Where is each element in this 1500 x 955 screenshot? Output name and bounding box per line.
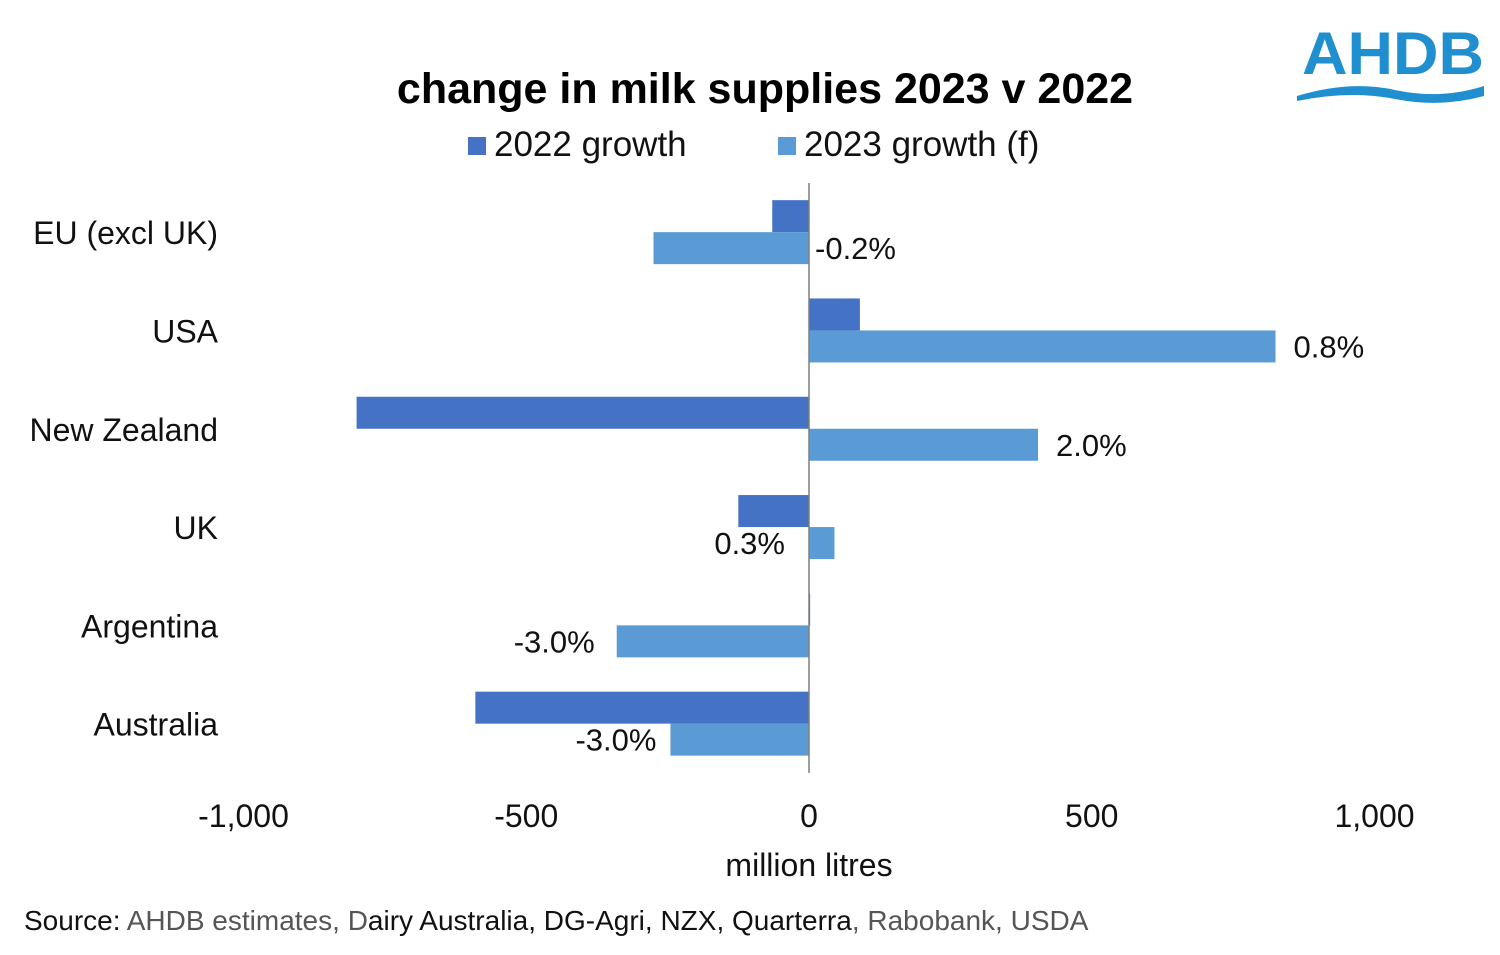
category-label: Argentina bbox=[81, 608, 218, 644]
category-labels: EU (excl UK) USA New Zealand UK Argentina Aus… bbox=[29, 215, 218, 743]
x-tick-label: -500 bbox=[494, 798, 558, 834]
chart-title: change in milk supplies 2023 v 2022 bbox=[397, 65, 1133, 113]
category-label: USA bbox=[152, 313, 218, 349]
bar-2022-growth bbox=[809, 298, 860, 331]
ahdb-logo: AHDB bbox=[1297, 20, 1484, 103]
category-label: EU (excl UK) bbox=[33, 215, 218, 251]
logo-text: AHDB bbox=[1302, 20, 1484, 87]
data-label-2023: -0.2% bbox=[815, 231, 896, 266]
bar-2023-growth bbox=[653, 232, 809, 265]
source-part: airy Australia, DG-Agri, NZX, Quarterra bbox=[368, 905, 852, 936]
category-label: Australia bbox=[94, 707, 219, 743]
source-part: AHDB estimates, bbox=[127, 905, 348, 936]
legend: 2022 growth 2023 growth (f) bbox=[468, 125, 1039, 164]
bar-2022-growth bbox=[738, 495, 809, 528]
x-tick-label: 1,000 bbox=[1334, 798, 1414, 834]
bars-layer bbox=[356, 200, 1276, 756]
source-part: , Rabobank, USDA bbox=[852, 905, 1089, 936]
data-label-2023: -3.0% bbox=[514, 624, 595, 659]
bar-2022-growth bbox=[475, 691, 809, 724]
x-axis-title: million litres bbox=[725, 847, 892, 883]
category-label: UK bbox=[174, 510, 218, 546]
source-part: Source: bbox=[24, 905, 127, 936]
bar-2023-growth bbox=[809, 527, 835, 560]
bar-2022-growth bbox=[356, 396, 809, 429]
x-tick-label: 0 bbox=[800, 798, 818, 834]
x-tick-label: 500 bbox=[1065, 798, 1118, 834]
legend-swatch-2023 bbox=[778, 137, 796, 155]
source-note: Source: AHDB estimates, Dairy Australia,… bbox=[24, 905, 1089, 936]
bar-2023-growth bbox=[670, 723, 809, 756]
bar-2022-growth bbox=[772, 200, 809, 233]
legend-swatch-2022 bbox=[468, 137, 486, 155]
bar-2023-growth bbox=[809, 330, 1276, 363]
bar-2023-growth bbox=[809, 428, 1039, 461]
data-labels: -0.2% 0.8% 2.0% 0.3% -3.0% -3.0% bbox=[514, 231, 1364, 758]
source-part: D bbox=[348, 905, 368, 936]
x-tick-label: -1,000 bbox=[198, 798, 289, 834]
bar-2023-growth bbox=[616, 625, 809, 658]
data-label-2023: 0.3% bbox=[714, 526, 785, 561]
data-label-2023: 2.0% bbox=[1056, 428, 1127, 463]
category-label: New Zealand bbox=[29, 412, 218, 448]
legend-label-2022: 2022 growth bbox=[494, 125, 687, 164]
data-label-2023: 0.8% bbox=[1294, 329, 1365, 364]
data-label-2023: -3.0% bbox=[575, 723, 656, 758]
logo-wave bbox=[1297, 86, 1484, 103]
x-tick-labels: -1,000 -500 0 500 1,000 bbox=[198, 798, 1414, 834]
legend-label-2023: 2023 growth (f) bbox=[804, 125, 1039, 164]
